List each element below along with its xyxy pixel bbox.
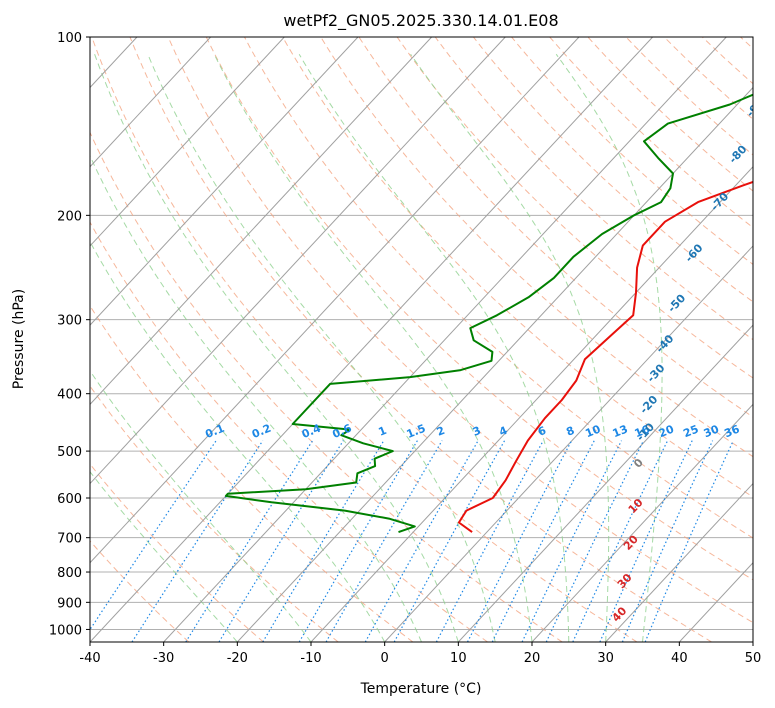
chart-title: wetPf2_GN05.2025.330.14.01.E08 [283,11,558,31]
moist-adiabat-line [213,53,533,642]
mixing-ratio-line [545,440,645,642]
x-tick-label: -40 [79,651,100,666]
dry-adiabat-line [625,37,753,156]
isotherm-label: -90 [744,96,767,120]
mixing-ratio-line [364,440,479,642]
mixing-ratio-line [644,440,734,642]
moist-adiabat-line [90,154,422,642]
isotherms [90,37,753,642]
isotherm-line [384,245,753,642]
x-tick-label: -10 [300,651,321,666]
mixing-ratio-label: 3 [471,424,483,439]
mixing-ratio-label: 25 [681,422,700,440]
y-tick-label: 200 [57,209,82,224]
mixing-ratio-label: 10 [583,422,602,440]
dry-adiabat-line [244,37,753,539]
isotherm-line [236,86,753,642]
y-tick-label: 600 [57,492,82,507]
y-tick-label: 400 [57,388,82,403]
moist-adiabat-line [90,240,386,642]
x-tick-label: 20 [524,651,541,666]
dry-adiabat-line [129,37,712,642]
x-tick-label: 40 [671,651,688,666]
y-tick-label: 300 [57,314,82,329]
moist-adiabat-line [298,53,570,642]
moist-adiabat-line [147,54,496,642]
mixing-ratio-label: 8 [564,424,576,439]
mixing-ratio-label: 2 [435,424,447,439]
moist-adiabat-line [410,53,610,642]
isotherm-line [310,165,753,642]
y-axis-label: Pressure (hPa) [11,289,27,389]
dry-adiabat-line [587,37,753,192]
x-axis-label: Temperature (°C) [360,681,482,697]
isotherm-line [90,37,580,564]
isotherm-line [457,324,753,642]
mixing-ratio-label: 20 [657,422,676,440]
dry-adiabat-line [205,37,753,581]
mixing-ratio-line [325,440,443,642]
x-tick-label: 10 [450,651,467,666]
plot-area: 0.10.20.40.611.52346810131620253036-100-… [90,37,767,642]
temperature-profile-line [457,180,753,533]
mixing-ratio-line [218,440,344,642]
isotherm-line [90,37,654,642]
mixing-ratio-label: 13 [611,422,630,440]
isotherm-line [163,37,727,642]
isotherm-line [90,37,433,406]
dry-adiabat-line [358,37,753,418]
y-tick-label: 700 [57,532,82,547]
mixing-ratio-lines [90,440,734,642]
isotherm-line [531,403,753,642]
y-tick-label: 900 [57,596,82,611]
x-axis: -40 -30 -20 -10 0 10 20 30 40 50 [79,642,761,666]
dry-adiabat-line [90,385,339,642]
moist-adiabat-line [94,54,459,642]
dry-adiabat-line [320,37,753,458]
y-axis: 1000 900 800 700 600 500 400 300 200 100 [49,31,90,638]
mixing-ratio-label: 36 [722,422,741,440]
mixing-ratio-line [572,440,669,642]
x-tick-label: -20 [227,651,248,666]
moist-adiabat-line [555,53,663,642]
x-tick-label: 0 [381,651,389,666]
x-tick-label: -30 [153,651,174,666]
isotherm-line [90,37,359,326]
mixing-ratio-line [521,440,623,642]
dry-adiabat-line [473,37,753,303]
dry-adiabat-line [167,37,753,624]
isotherm-line [90,37,285,247]
profile-lines [224,93,753,534]
mixing-ratio-line [491,440,595,642]
plot-frame [89,36,754,643]
isotherm-line [90,37,212,168]
moist-adiabats [90,53,663,642]
mixing-ratio-line [298,440,418,642]
y-tick-label: 1000 [49,623,82,638]
dewpoint-profile-line [224,93,753,534]
dry-adiabat-line [282,37,753,498]
mixing-ratio-line [621,440,714,642]
y-tick-label: 100 [57,31,82,46]
y-tick-label: 800 [57,566,82,581]
dry-adiabat-line [91,37,638,642]
mixing-ratio-label: 30 [702,422,721,440]
isotherm-line [90,37,506,485]
mixing-ratio-line [262,440,385,642]
mixing-ratio-line [599,440,693,642]
x-tick-label: 30 [597,651,614,666]
mixing-ratio-label: 16 [633,422,652,440]
dry-adiabat-line [90,131,563,642]
mixing-ratio-label: 1 [376,424,388,439]
isotherm-line [605,482,753,642]
moist-adiabat-line [90,470,238,642]
y-tick-label: 500 [57,445,82,460]
x-tick-label: 50 [745,651,762,666]
mixing-ratio-line [466,440,573,642]
mixing-ratio-line [90,440,217,631]
